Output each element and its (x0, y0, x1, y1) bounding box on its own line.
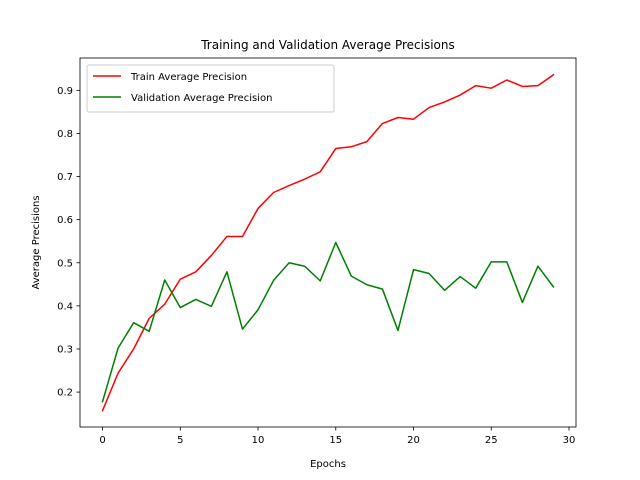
legend-label-train: Train Average Precision (130, 72, 247, 83)
y-tick-label: 0.9 (57, 86, 73, 97)
axis-ticks: 0 5 10 15 20 25 30 0.2 0.3 0.4 0.5 0.6 0.7 0.8 0.9 (57, 86, 575, 446)
x-tick-label: 5 (177, 435, 183, 446)
x-tick-label: 20 (407, 435, 420, 446)
x-tick-label: 30 (563, 435, 576, 446)
y-tick-label: 0.6 (57, 215, 73, 226)
y-tick-label: 0.5 (57, 258, 73, 269)
x-axis-label: Epochs (310, 459, 346, 470)
x-tick-label: 15 (329, 435, 342, 446)
axes-frame (79, 57, 577, 428)
chart-title: Training and Validation Average Precisio… (200, 38, 455, 52)
plot-area (101, 73, 555, 412)
y-tick-label: 0.2 (57, 388, 73, 399)
x-tick-label: 25 (485, 435, 498, 446)
y-tick-label: 0.3 (57, 344, 73, 355)
legend: Train Average Precision Validation Avera… (86, 64, 335, 113)
x-tick-label: 0 (99, 435, 105, 446)
y-tick-label: 0.8 (57, 129, 73, 140)
legend-box (86, 64, 335, 113)
legend-label-validation: Validation Average Precision (131, 93, 272, 104)
y-tick-label: 0.4 (57, 301, 73, 312)
series-line-train (101, 73, 555, 412)
y-tick-label: 0.7 (57, 172, 73, 183)
y-axis-label: Average Precisions (31, 195, 42, 289)
x-tick-label: 10 (252, 435, 265, 446)
series-line-validation (101, 241, 555, 403)
